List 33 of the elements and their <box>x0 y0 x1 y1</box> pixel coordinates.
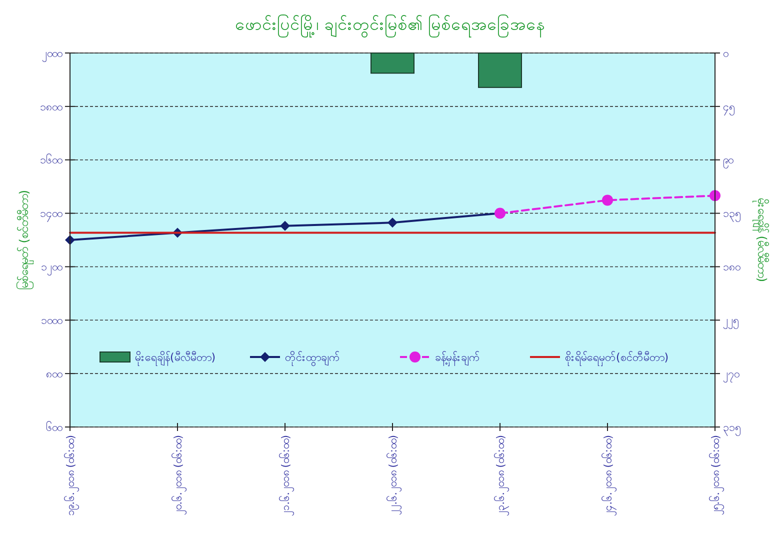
legend-label: တိုင်းထွာချက် <box>285 350 340 366</box>
legend-label: မိုးရေချိန်(မီလီမီတာ) <box>135 350 216 366</box>
y2-tick-label: ၂၂၅ <box>723 314 739 329</box>
legend-label: ခန့်မှန်းချက် <box>435 350 480 366</box>
y2-tick-label: ၁၈၀ <box>723 260 740 274</box>
y2-tick-label: ၂၇၀ <box>723 367 739 382</box>
x-tick-label: ၁၉.၆.၂၀၁၈ (၀၆:၀၀) <box>64 435 79 516</box>
y2-tick-label: ၁၃၅ <box>723 207 741 222</box>
y2-tick-label: ၃၁၅ <box>723 420 741 436</box>
x-tick-label: ၂၃.၆.၂၀၁၈ (၀၆:၀၀) <box>494 435 509 516</box>
x-tick-label: ၂၅.၆.၂၀၁၈ (၀၆:၀၀) <box>709 435 724 515</box>
y-tick-label: ၁၈၀၀ <box>40 100 62 114</box>
point <box>602 194 613 206</box>
y-tick-label: ၂၀၀၀ <box>42 46 62 62</box>
y-tick-label: ၁၆၀၀ <box>40 154 62 167</box>
y2-axis-title: မိုးရေချိန် (မီလီမီတာ) <box>752 198 770 282</box>
y2-tick-label: ၉၀ <box>723 154 733 169</box>
point <box>388 218 398 228</box>
x-tick-label: ၂၄.၆.၂၀၁၈ (၀၆:၀၀) <box>602 435 616 516</box>
x-tick-label: ၂၁.၆.၂၀၁၈ (၀၆:၀၀) <box>279 435 294 516</box>
y-tick-label: ၁၀၀၀ <box>41 314 62 327</box>
y-tick-label: ၆၀၀ <box>46 420 62 434</box>
legend-label: စိုးရိမ်ရေမှတ်(စင်တီမီတာ) <box>565 350 669 366</box>
y-tick-label: ၈၀၀ <box>46 367 62 380</box>
y-tick-label: ၁၂၀၀ <box>41 260 62 276</box>
chart-title: ဖောင်းပြင်မြို့၊ ချင်းတွင်းမြစ်၏ မြစ်ရေအခြေအနေ <box>235 13 545 38</box>
x-tick-label: ၂၂.၆.၂၀၁၈ (၀၆:၀၀) <box>386 435 402 515</box>
y2-tick-label: ၀ <box>723 46 728 60</box>
y2-tick-label: ၄၅ <box>723 100 735 116</box>
x-tick-label: ၂၀.၆.၂၀၁၈ (၀၆:၀၀) <box>172 435 186 515</box>
y-axis-title: မြစ်ရေမှတ် (စင်တီမီတာ) <box>15 190 34 290</box>
y-tick-label: ၁၄၀၀ <box>40 207 62 222</box>
point <box>280 220 290 231</box>
